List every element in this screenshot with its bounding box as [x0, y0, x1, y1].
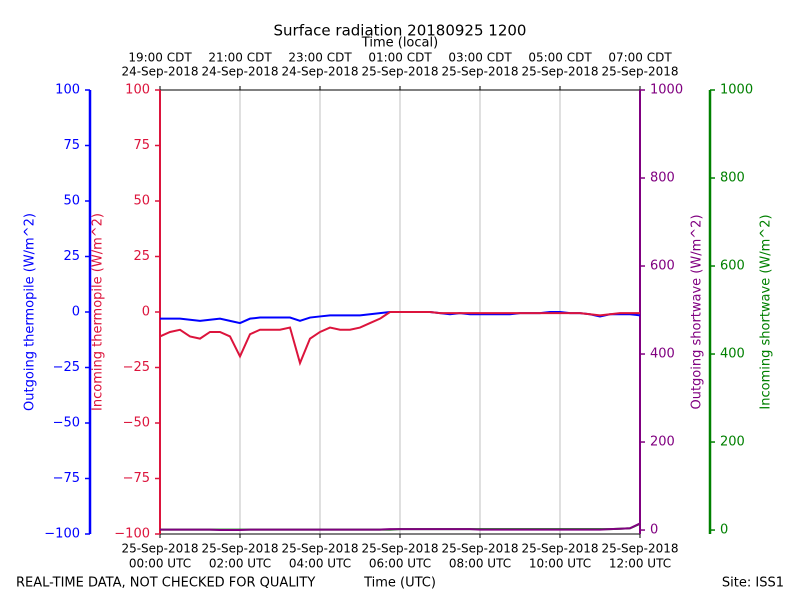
x2-tick-label: 24-Sep-2018 — [121, 65, 198, 79]
x2-tick-label: 07:00 CDT — [608, 51, 672, 65]
x2-tick-label: 25-Sep-2018 — [521, 65, 598, 79]
y4-tick-label: 800 — [720, 171, 745, 186]
y2-tick-label: 25 — [133, 249, 150, 264]
y-tick-label: −75 — [53, 471, 80, 486]
y2-tick-label: −100 — [114, 527, 150, 542]
x-tick-label: 04:00 UTC — [289, 557, 351, 571]
y-tick-label: −50 — [53, 416, 80, 431]
y2-tick-label: −25 — [123, 360, 150, 375]
y-tick-label: 100 — [55, 83, 80, 98]
y3-axis-label: Outgoing shortwave (W/m^2) — [690, 214, 705, 409]
footer-note: REAL-TIME DATA, NOT CHECKED FOR QUALITY — [16, 576, 315, 591]
x2-tick-label: 25-Sep-2018 — [601, 65, 678, 79]
x-tick-label: 12:00 UTC — [609, 557, 671, 571]
x-axis-label: Time (UTC) — [363, 576, 436, 591]
y2-axis-label: Incoming thermopile (W/m^2) — [91, 213, 106, 411]
x2-tick-label: 19:00 CDT — [128, 51, 192, 65]
x-tick-label: 25-Sep-2018 — [521, 542, 598, 556]
series-line — [160, 522, 641, 532]
x-tick-label: 25-Sep-2018 — [361, 542, 438, 556]
x-tick-label: 25-Sep-2018 — [121, 542, 198, 556]
y4-tick-label: 0 — [720, 523, 728, 538]
y2-tick-label: −50 — [123, 416, 150, 431]
y3-tick-label: 200 — [650, 435, 675, 450]
x2-tick-label: 21:00 CDT — [208, 51, 272, 65]
y2-tick-label: 50 — [133, 194, 150, 209]
y-tick-label: 75 — [63, 138, 80, 153]
series-line — [159, 311, 640, 367]
chart-title: Surface radiation 20180925 1200 — [274, 22, 527, 40]
y3-tick-label: 800 — [650, 171, 675, 186]
x2-tick-label: 23:00 CDT — [288, 51, 352, 65]
y3-tick-label: 600 — [650, 259, 675, 274]
x-tick-label: 25-Sep-2018 — [201, 542, 278, 556]
y2-tick-label: 75 — [133, 138, 150, 153]
y4-tick-label: 600 — [720, 259, 745, 274]
x-tick-label: 10:00 UTC — [529, 557, 591, 571]
y2-tick-label: 100 — [125, 83, 150, 98]
x-tick-label: 00:00 UTC — [129, 557, 191, 571]
y4-axis-label: Incoming shortwave (W/m^2) — [759, 214, 774, 409]
x2-tick-label: 25-Sep-2018 — [361, 65, 438, 79]
y-tick-label: 50 — [63, 194, 80, 209]
y2-tick-label: −75 — [123, 471, 150, 486]
x-tick-label: 25-Sep-2018 — [441, 542, 518, 556]
y3-tick-label: 400 — [650, 347, 675, 362]
x-tick-label: 08:00 UTC — [449, 557, 511, 571]
y3-tick-label: 0 — [650, 523, 658, 538]
y-axis-label: Outgoing thermopile (W/m^2) — [23, 213, 38, 411]
x-tick-label: 25-Sep-2018 — [601, 542, 678, 556]
x2-tick-label: 01:00 CDT — [368, 51, 432, 65]
x2-axis-label: Time (local) — [361, 36, 438, 51]
y-tick-label: −25 — [53, 360, 80, 375]
x2-tick-label: 24-Sep-2018 — [201, 65, 278, 79]
x2-tick-label: 25-Sep-2018 — [441, 65, 518, 79]
site-label: Site: ISS1 — [722, 576, 784, 591]
y4-tick-label: 400 — [720, 347, 745, 362]
x-tick-label: 02:00 UTC — [209, 557, 271, 571]
y-tick-label: 25 — [63, 249, 80, 264]
y-tick-label: 0 — [72, 305, 80, 320]
x2-tick-label: 24-Sep-2018 — [281, 65, 358, 79]
y-tick-label: −100 — [44, 527, 80, 542]
x-tick-label: 06:00 UTC — [369, 557, 431, 571]
y4-tick-label: 1000 — [720, 83, 753, 98]
x2-tick-label: 05:00 CDT — [528, 51, 592, 65]
y2-tick-label: 0 — [142, 305, 150, 320]
x2-tick-label: 03:00 CDT — [448, 51, 512, 65]
x-tick-label: 25-Sep-2018 — [281, 542, 358, 556]
y4-tick-label: 200 — [720, 435, 745, 450]
y3-tick-label: 1000 — [650, 83, 683, 98]
